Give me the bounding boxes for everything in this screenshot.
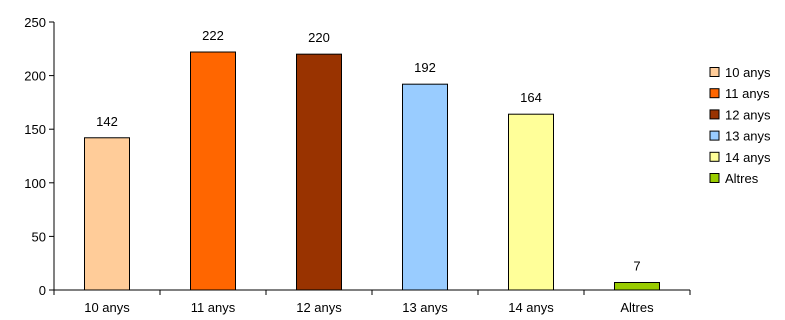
- legend-swatch: [709, 151, 720, 162]
- x-tick-label: 13 anys: [402, 300, 448, 315]
- legend-swatch: [709, 130, 720, 141]
- legend-swatch: [709, 173, 720, 183]
- y-tick-label: 250: [24, 15, 46, 30]
- y-tick-label: 100: [24, 176, 46, 191]
- data-label: 192: [414, 60, 436, 75]
- data-label: 222: [202, 28, 224, 43]
- bar: [190, 51, 236, 291]
- legend-label: 14 anys: [725, 150, 771, 165]
- y-tick-label: 0: [39, 283, 46, 298]
- y-axis: 0 50 100 150 200 250: [24, 15, 55, 298]
- x-axis: 10 anys 11 anys 12 anys 13 anys 14 anys Altre…: [53, 289, 691, 315]
- legend-swatch: [709, 88, 720, 99]
- data-label: 164: [520, 90, 542, 105]
- bar: [614, 281, 660, 291]
- legend-label: 11 anys: [725, 86, 770, 101]
- legend: 10 anys 11 anys 12 anys 13 anys 14 anys Altre…: [709, 65, 771, 186]
- data-label: 142: [96, 114, 118, 129]
- y-tick-label: 150: [24, 122, 46, 137]
- legend-swatch: [709, 67, 720, 77]
- legend-swatch: [709, 109, 720, 120]
- legend-label: 10 anys: [725, 65, 771, 80]
- legend-label: 12 anys: [725, 107, 771, 122]
- y-tick-label: 50: [32, 229, 46, 244]
- x-tick-label: 12 anys: [296, 300, 342, 315]
- y-tick-label: 200: [24, 69, 46, 84]
- bar: [402, 83, 448, 291]
- x-tick-label: 10 anys: [84, 300, 130, 315]
- legend-label: 13 anys: [725, 129, 771, 144]
- bar: [296, 53, 342, 291]
- x-tick-label: Altres: [620, 300, 654, 315]
- bar: [84, 137, 130, 291]
- bars: 142 222 220 192 164 7: [84, 28, 660, 291]
- bar: [508, 113, 554, 291]
- x-tick-label: 11 anys: [191, 300, 236, 315]
- data-label: 220: [308, 30, 330, 45]
- data-label: 7: [633, 258, 640, 273]
- x-tick-label: 14 anys: [508, 300, 554, 315]
- legend-label: Altres: [725, 171, 759, 186]
